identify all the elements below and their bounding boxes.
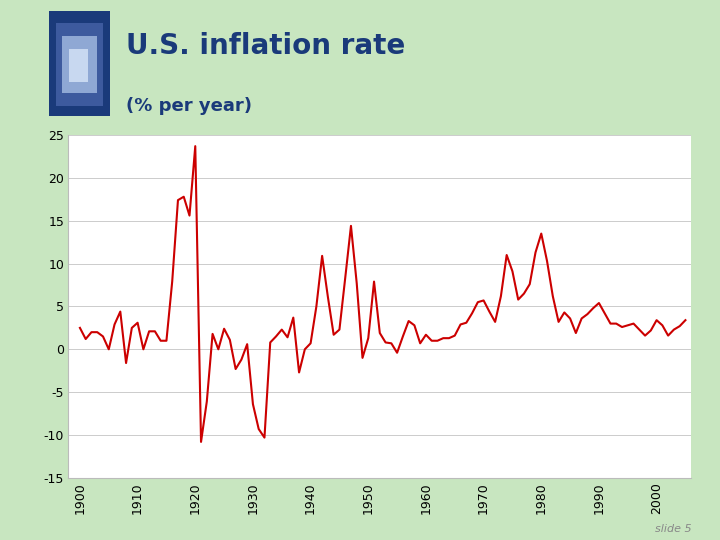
Bar bbox=[56, 23, 103, 105]
Text: U.S. inflation rate: U.S. inflation rate bbox=[126, 32, 405, 60]
Text: slide 5: slide 5 bbox=[654, 523, 691, 534]
Text: (% per year): (% per year) bbox=[126, 97, 252, 115]
Bar bbox=[68, 49, 88, 83]
Bar bbox=[63, 36, 96, 93]
